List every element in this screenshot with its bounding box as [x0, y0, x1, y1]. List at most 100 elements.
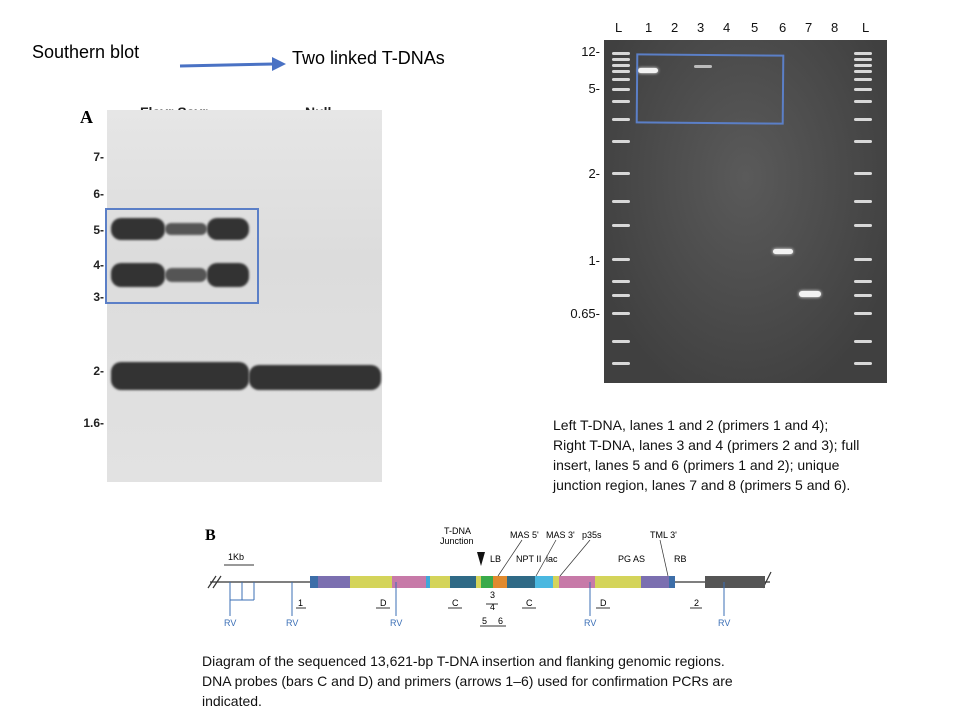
rv-label: RV	[390, 618, 402, 628]
ladder-band	[854, 312, 872, 315]
gel-lane-label: 5	[751, 20, 759, 35]
tdna-segment	[426, 576, 430, 588]
ladder-band	[612, 362, 630, 365]
gel-caption-line: insert, lanes 5 and 6 (primers 1 and 2);…	[553, 457, 840, 473]
blot-size-marker: 6-	[93, 187, 104, 201]
panel-letter-b: B	[205, 527, 216, 544]
gel-size-marker: 1-	[588, 253, 600, 268]
blot-band	[249, 365, 381, 390]
gel-band-lane-7	[799, 291, 821, 297]
ladder-band	[612, 70, 630, 73]
ladder-band	[854, 118, 872, 121]
tdna-segment	[392, 576, 426, 588]
blot-size-marker: 1.6-	[83, 416, 104, 430]
label-mas3: MAS 3'	[546, 530, 575, 540]
ladder-band	[854, 78, 872, 81]
probe-label: C	[526, 598, 533, 608]
gel-highlight-box	[635, 53, 785, 125]
gel-size-marker: 2-	[588, 166, 600, 181]
primer-label: 6	[498, 616, 503, 626]
junction-arrow-icon	[477, 552, 485, 566]
pointer-line	[535, 539, 557, 577]
ladder-band	[854, 88, 872, 91]
gel-image	[604, 40, 887, 383]
panel-letter-a: A	[80, 107, 93, 127]
ladder-band	[612, 172, 630, 175]
label-rb: RB	[674, 554, 687, 564]
gel-lane-label: 1	[645, 20, 653, 35]
ladder-band	[612, 294, 630, 297]
ladder-band	[612, 100, 630, 103]
rv-label: RV	[718, 618, 730, 628]
tdna-segment	[595, 576, 641, 588]
gel-band-lane-3	[694, 65, 712, 68]
tdna-segment	[481, 576, 493, 588]
ladder-band	[854, 362, 872, 365]
label-pg-as: PG AS	[618, 554, 645, 564]
ladder-band	[854, 58, 872, 61]
diagram-caption: Diagram of the sequenced 13,621-bp T-DNA…	[202, 651, 852, 711]
tdna-segment	[507, 576, 535, 588]
gel-size-marker: 12-	[581, 44, 600, 59]
ladder-band	[854, 52, 872, 55]
blot-highlight-box	[105, 208, 259, 304]
ladder-band	[612, 340, 630, 343]
probe-label: D	[600, 598, 607, 608]
ladder-band	[854, 172, 872, 175]
gel-lane-label: L	[862, 20, 870, 35]
label-lb: LB	[490, 554, 501, 564]
rv-label: RV	[584, 618, 596, 628]
ladder-band	[612, 258, 630, 261]
ladder-band	[854, 340, 872, 343]
pointer-line	[559, 539, 591, 577]
blot-size-marker: 4-	[93, 258, 104, 272]
gel-lane-label: L	[615, 20, 623, 35]
gel-caption-line: Left T-DNA, lanes 1 and 2 (primers 1 and…	[553, 417, 829, 433]
gel-lane-label: 6	[779, 20, 787, 35]
blot-size-marker: 5-	[93, 223, 104, 237]
tdna-segment	[350, 576, 392, 588]
ladder-band	[612, 224, 630, 227]
gel-lane-label: 2	[671, 20, 679, 35]
tdna-segment	[641, 576, 669, 588]
gel-size-marker: 5-	[588, 81, 600, 96]
arrow-icon	[179, 57, 286, 71]
ladder-band	[612, 58, 630, 61]
tdna-segment	[669, 576, 675, 588]
ladder-band	[612, 52, 630, 55]
blot-size-marker: 2-	[93, 364, 104, 378]
blot-image	[107, 110, 382, 482]
probe-label: D	[380, 598, 387, 608]
gel-caption: Left T-DNA, lanes 1 and 2 (primers 1 and…	[553, 415, 953, 495]
primer-label: 5	[482, 616, 487, 626]
ladder-band	[854, 64, 872, 67]
gel-caption-line: junction region, lanes 7 and 8 (primers …	[553, 477, 851, 493]
gel-band-lane-6	[773, 249, 793, 254]
tdna-segment	[318, 576, 350, 588]
label-junction: Junction	[440, 536, 474, 546]
diagram-caption-line: DNA probes (bars C and D) and primers (a…	[202, 673, 733, 689]
blot-band	[207, 218, 249, 240]
rv-label: RV	[286, 618, 298, 628]
rv-label: RV	[224, 618, 236, 628]
gel-lane-label: 7	[805, 20, 813, 35]
southern-blot-title: Southern blot	[32, 42, 140, 62]
label-mas5: MAS 5'	[510, 530, 539, 540]
ladder-band	[854, 280, 872, 283]
ladder-band	[612, 78, 630, 81]
gel-lane-label: 8	[831, 20, 839, 35]
primer-label: 3	[490, 590, 495, 600]
gel-lane-label: 3	[697, 20, 705, 35]
ladder-band	[612, 140, 630, 143]
blot-band	[207, 263, 249, 287]
blot-band	[111, 218, 165, 240]
tdna-segment	[535, 576, 553, 588]
tdna-diagram: 1Kb T-DNA Junction LB MAS 5' NPT II MAS …	[207, 526, 772, 628]
blot-size-marker: 7-	[93, 150, 104, 164]
gel-caption-line: Right T-DNA, lanes 3 and 4 (primers 2 an…	[553, 437, 860, 453]
diagram-caption-line: Diagram of the sequenced 13,621-bp T-DNA…	[202, 653, 725, 669]
pointer-line	[659, 539, 669, 577]
tdna-segment	[476, 576, 481, 588]
primer-label: 4	[490, 602, 495, 612]
ladder-band	[854, 258, 872, 261]
